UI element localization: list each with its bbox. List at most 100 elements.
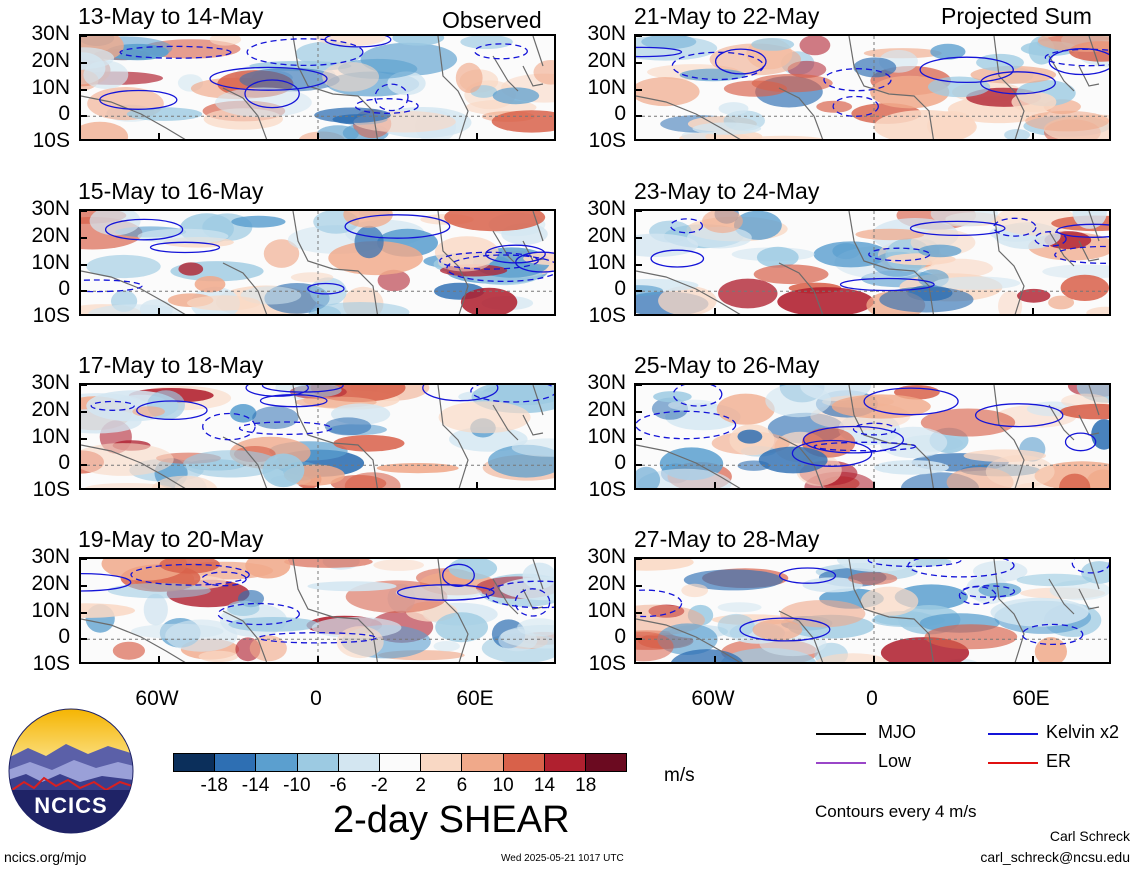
footer-timestamp: Wed 2025-05-21 1017 UTC <box>501 853 624 864</box>
kelvin-contour <box>344 214 451 239</box>
shear-anomaly-patch <box>765 385 832 418</box>
lat-label: 0 <box>614 277 626 301</box>
lat-label: 10S <box>588 478 626 501</box>
colorbar-title: 2-day SHEAR <box>333 799 570 841</box>
shear-anomaly-patch <box>831 394 931 419</box>
shear-anomaly-patch <box>717 613 755 638</box>
lat-label: 30N <box>31 371 70 394</box>
footer-url[interactable]: ncics.org/mjo <box>4 849 87 865</box>
kelvin-contour <box>1054 245 1109 264</box>
shear-anomaly-patch <box>178 262 204 276</box>
coastline <box>81 559 544 662</box>
shear-anomaly-patch <box>230 404 257 423</box>
shear-anomaly-patch <box>310 302 410 314</box>
shear-anomaly-patch <box>316 125 359 139</box>
colorbar-cell <box>462 754 504 771</box>
kelvin-contour <box>980 71 1056 95</box>
lat-label: 0 <box>58 625 70 649</box>
lat-tick <box>81 263 87 266</box>
shear-map <box>636 211 1109 314</box>
kelvin-contour <box>439 251 539 270</box>
panel-title: 17-May to 18-May <box>78 352 264 378</box>
lon-tick <box>317 482 319 488</box>
lon-tick <box>1032 308 1034 314</box>
shear-anomaly-patch <box>752 619 803 641</box>
lon-label: 0 <box>866 687 878 710</box>
footer-email[interactable]: carl_schreck@ncsu.edu <box>980 849 1130 865</box>
shear-anomaly-patch <box>444 211 546 232</box>
shear-anomaly-patch <box>376 463 459 474</box>
shear-anomaly-patch <box>718 278 778 309</box>
colorbar-cell <box>338 754 380 771</box>
shear-anomaly-patch <box>438 401 531 434</box>
kelvin-contour <box>907 559 1015 578</box>
lon-tick <box>1032 133 1034 139</box>
shear-anomaly-patch <box>933 276 1021 290</box>
lon-tick <box>873 482 875 488</box>
kelvin-contour <box>245 385 309 397</box>
shear-anomaly-patch <box>460 287 518 314</box>
lat-tick <box>636 88 642 91</box>
shear-anomaly-patch <box>435 612 488 643</box>
shear-anomaly-patch <box>284 559 373 568</box>
shear-map-panel <box>634 557 1111 664</box>
lat-label: 10N <box>587 250 626 274</box>
lon-tick <box>873 308 875 314</box>
shear-anomaly-patch <box>315 36 386 47</box>
kelvin-contour <box>650 249 705 268</box>
shear-anomaly-patch <box>328 241 423 276</box>
shear-anomaly-patch <box>874 110 977 139</box>
lat-tick <box>81 290 87 293</box>
kelvin-contour <box>244 79 300 109</box>
shear-anomaly-patch <box>198 650 239 662</box>
shear-anomaly-patch <box>1011 92 1057 112</box>
lon-tick <box>158 656 160 662</box>
lat-tick <box>81 61 87 64</box>
shear-anomaly-patch <box>354 225 384 259</box>
shear-anomaly-patch <box>143 593 168 626</box>
lat-label: 10S <box>588 304 626 327</box>
kelvin-contour <box>217 602 300 626</box>
legend-label-kelvin: Kelvin x2 <box>1046 722 1120 742</box>
colorbar-cell <box>256 754 298 771</box>
shear-anomaly-patch <box>815 653 891 662</box>
kelvin-contour <box>136 400 208 421</box>
shear-anomaly-patch <box>717 602 762 613</box>
shear-anomaly-patch <box>322 62 379 92</box>
shear-anomaly-patch <box>295 41 363 66</box>
lon-label: 60W <box>135 687 179 710</box>
lon-label: 60E <box>1012 687 1050 710</box>
kelvin-contour <box>919 56 1014 84</box>
shear-anomaly-patch <box>853 57 897 78</box>
shear-anomaly-patch <box>836 559 917 572</box>
shear-anomaly-patch <box>433 641 460 652</box>
colorbar-tick-label: 14 <box>533 775 556 796</box>
shear-anomaly-patch <box>81 121 129 139</box>
lat-label: 20N <box>31 571 70 595</box>
lon-label: 60E <box>456 687 494 710</box>
shear-anomaly-patch <box>165 619 238 652</box>
lat-tick <box>81 437 87 440</box>
lat-label: 30N <box>31 22 70 45</box>
shear-anomaly-patch <box>183 450 280 478</box>
kelvin-contour <box>474 43 528 60</box>
kelvin-contour <box>209 66 328 91</box>
kelvin-contour <box>1071 559 1109 574</box>
shear-anomaly-patch <box>1060 274 1109 301</box>
shear-anomaly-patch <box>81 408 142 434</box>
shear-anomaly-patch <box>137 228 229 244</box>
kelvin-contour <box>778 567 837 584</box>
lon-tick <box>158 482 160 488</box>
shear-anomaly-patch <box>799 36 831 56</box>
kelvin-contour <box>974 403 1064 428</box>
lat-label: 0 <box>614 625 626 649</box>
panel-title: 21-May to 22-May <box>634 3 820 29</box>
kelvin-contour <box>149 241 221 254</box>
lat-tick <box>636 115 642 118</box>
colorbar-tick-label: -14 <box>241 775 270 796</box>
shear-map-panel <box>79 557 556 664</box>
shear-map-panel <box>79 34 556 141</box>
shear-anomaly-patch <box>395 584 482 601</box>
kelvin-contour <box>201 571 247 587</box>
lat-label: 10N <box>587 424 626 448</box>
